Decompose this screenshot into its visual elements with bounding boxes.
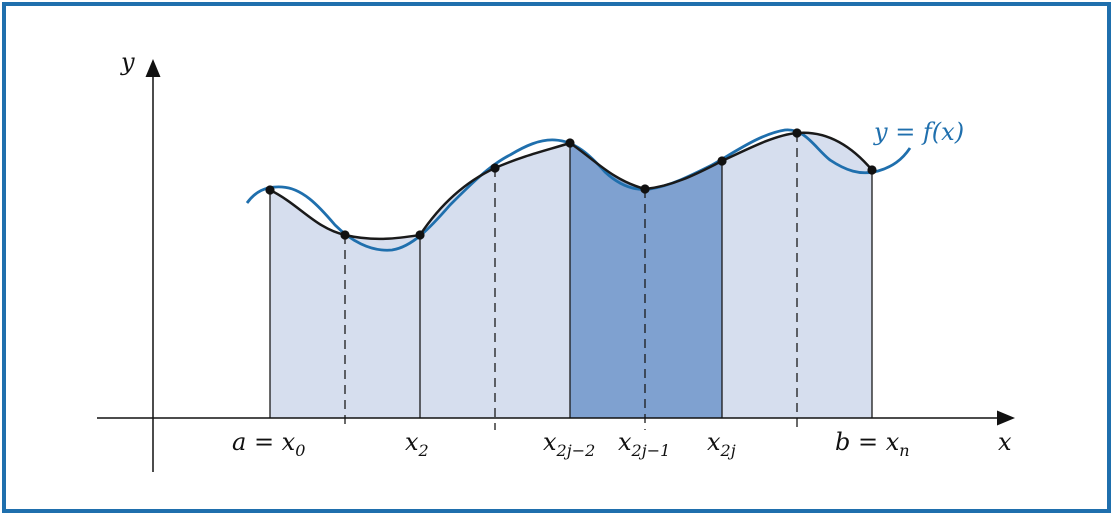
node-point [717,156,727,166]
tick-label-x2j-1: x2j−1 [618,428,670,460]
tick-label-xn: b = xn [835,428,910,460]
partition-dashed-lines [344,133,798,430]
tick-label-x2j: x2j [707,428,736,460]
node-point [415,230,425,240]
curve-label: y = f(x) [873,118,964,146]
tick-label-x0: a = x0 [232,428,305,460]
y-axis-label: y [120,48,135,76]
node-point [490,163,500,173]
dark-shaded-strip [570,143,722,418]
tick-label-x2j-2: x2j−2 [543,428,595,460]
node-point [340,230,350,240]
x-axis-label: x [998,428,1012,456]
node-point [640,184,650,194]
node-point [565,138,575,148]
tick-label-x2: x2 [405,428,429,460]
partition-solid-lines [269,143,873,418]
node-point [867,165,877,175]
node-points [265,128,877,240]
node-point [792,128,802,138]
node-point [265,185,275,195]
